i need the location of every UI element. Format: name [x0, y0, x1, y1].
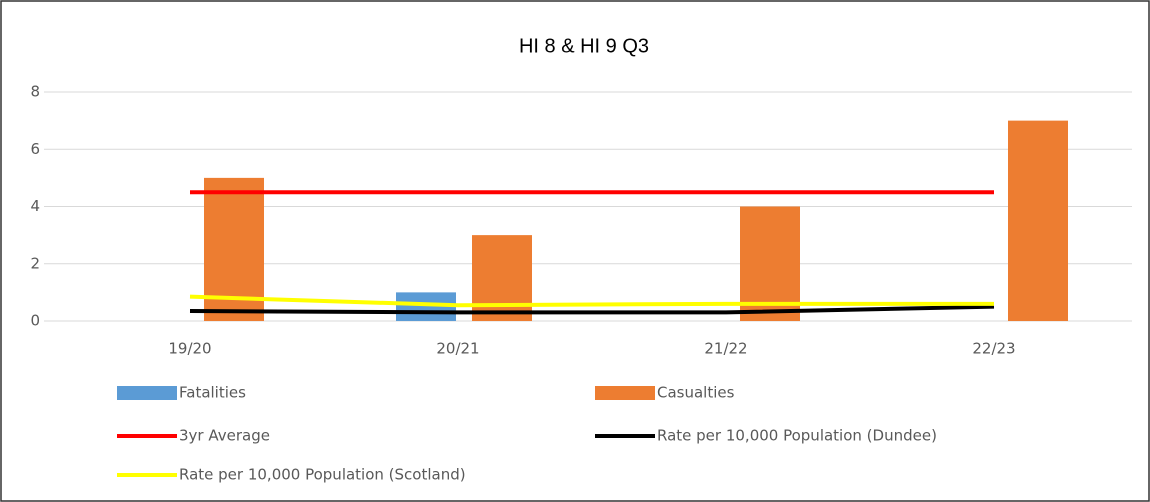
- legend-label: Rate per 10,000 Population (Scotland): [179, 466, 466, 484]
- y-tick-label: 6: [30, 140, 40, 158]
- line: [189, 304, 995, 315]
- y-tick-label: 0: [30, 312, 40, 330]
- y-tick-label: 2: [30, 254, 40, 272]
- x-tick-label: 21/22: [704, 340, 747, 358]
- legend-swatch: [117, 386, 177, 400]
- legend-label: 3yr Average: [179, 427, 270, 445]
- bar: [1008, 120, 1068, 321]
- legend-swatch: [595, 386, 655, 400]
- chart-title: HI 8 & HI 9 Q3: [519, 35, 649, 57]
- x-tick-label: 19/20: [168, 340, 211, 358]
- bar: [472, 235, 532, 321]
- x-tick-label: 20/21: [436, 340, 479, 358]
- y-tick-label: 8: [30, 83, 40, 101]
- legend-label: Casualties: [657, 384, 735, 402]
- y-tick-label: 4: [30, 197, 40, 215]
- legend-label: Fatalities: [179, 384, 246, 402]
- x-tick-label: 22/23: [972, 340, 1015, 358]
- legend-label: Rate per 10,000 Population (Dundee): [657, 427, 937, 445]
- line: [189, 294, 994, 308]
